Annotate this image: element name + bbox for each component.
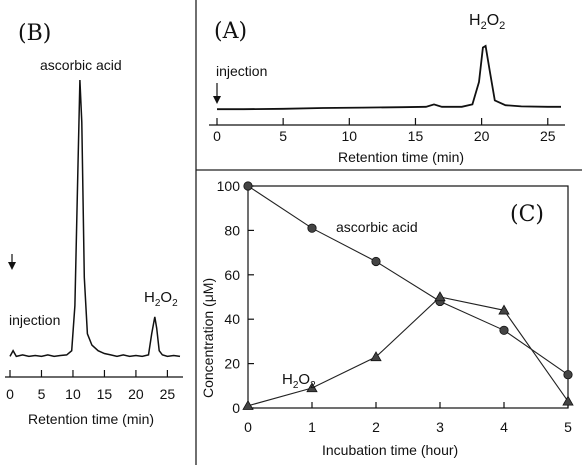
panel-a-label: (A) (214, 19, 247, 44)
h2o2-label-a: H2O2 (469, 12, 505, 32)
panel-b-x-tick-label: 10 (65, 386, 81, 402)
ascorbic-acid-point (563, 370, 573, 380)
panel-c-y-tick-label: 100 (217, 178, 241, 194)
panel-b-x-ticks: 0 5 10 15 20 25 (6, 370, 175, 402)
panel-b-injection-label: injection (9, 312, 60, 328)
panel-c-y-label: Concentration (μM) (200, 278, 216, 398)
ascorbic-acid-point (307, 223, 317, 233)
panel-b-x-label: Retention time (min) (28, 411, 154, 427)
h2o2-point (562, 395, 574, 406)
panel-c-x-tick-label: 2 (372, 419, 380, 435)
panel-b-x-tick-label: 5 (38, 386, 46, 402)
panel-c-x-label: Incubation time (hour) (322, 442, 458, 458)
panel-a-injection-arrow (213, 83, 221, 104)
panel-b-injection-arrow (8, 254, 16, 270)
panel-a-x-tick-label: 20 (474, 128, 490, 144)
panel-c-label: (C) (510, 202, 544, 227)
series-label-ascorbic-acid: ascorbic acid (336, 219, 418, 235)
series-label-h2o2: H2O2 (282, 371, 316, 391)
panel-b-x-tick-label: 0 (6, 386, 14, 402)
panel-b-x-tick-label: 20 (128, 386, 144, 402)
ascorbic-acid-point (371, 256, 381, 267)
panel-a-x-tick-label: 0 (213, 128, 221, 144)
panel-c-plot-frame (247, 185, 569, 409)
panel-c-y-tick-label: 60 (224, 267, 240, 283)
panel-a-x-tick-label: 15 (408, 128, 424, 144)
panel-c-x-tick-label: 3 (436, 419, 444, 435)
panel-b-x-tick-label: 25 (160, 386, 176, 402)
panel-a-chromatogram-line (217, 44, 561, 111)
h2o2-label-b: H2O2 (144, 289, 178, 309)
panel-a: (A) injection H2O2 0 5 10 15 20 25 Retention … (209, 12, 565, 165)
panel-c-y-tick-label: 80 (224, 222, 240, 238)
panel-b-ascorbic-label: ascorbic acid (40, 57, 122, 73)
panel-c-x-ticks: 0 1 2 3 4 5 (244, 402, 572, 435)
h2o2-point (370, 351, 382, 362)
panel-b-x-tick-label: 15 (97, 386, 113, 402)
panel-b-label: (B) (18, 21, 51, 46)
panel-c-y-tick-label: 0 (232, 400, 240, 416)
panel-a-x-ticks: 0 5 10 15 20 25 (213, 118, 556, 144)
panel-c-y-ticks: 0 20 40 60 80 100 (217, 178, 254, 416)
h2o2-point (306, 382, 318, 393)
panel-a-x-tick-label: 25 (540, 128, 556, 144)
panel-b: (B) ascorbic acid H2O2 injection 0 5 10 15 2… (5, 21, 183, 427)
h2o2-point (242, 399, 254, 410)
panel-c-y-tick-label: 20 (224, 356, 240, 372)
ascorbic-acid-point (243, 181, 253, 191)
panel-c-x-tick-label: 0 (244, 419, 252, 435)
h2o2-point (498, 304, 510, 315)
panel-c-y-tick-label: 40 (224, 311, 240, 327)
panel-b-chromatogram-line (9, 79, 181, 358)
panel-c-x-tick-label: 1 (308, 419, 316, 435)
panel-c-series-line-1 (247, 185, 569, 376)
panel-a-x-label: Retention time (min) (338, 149, 464, 165)
panel-a-x-tick-label: 10 (342, 128, 358, 144)
panel-c: (C) 0 20 40 60 80 100 0 1 2 3 4 5 ascorbic acid H2… (200, 178, 574, 458)
panel-a-injection-label: injection (216, 63, 267, 79)
panel-b-peak-label: H2O2 (144, 289, 178, 309)
panel-c-x-tick-label: 4 (500, 419, 508, 435)
ascorbic-acid-point (499, 325, 509, 335)
panel-c-series (242, 181, 574, 410)
panel-a-x-tick-label: 5 (279, 128, 287, 144)
panel-c-series-line-2 (247, 296, 569, 407)
h2o2-point (434, 291, 446, 302)
panel-a-peak-label: H2O2 (469, 12, 505, 32)
panel-c-x-tick-label: 5 (564, 419, 572, 435)
